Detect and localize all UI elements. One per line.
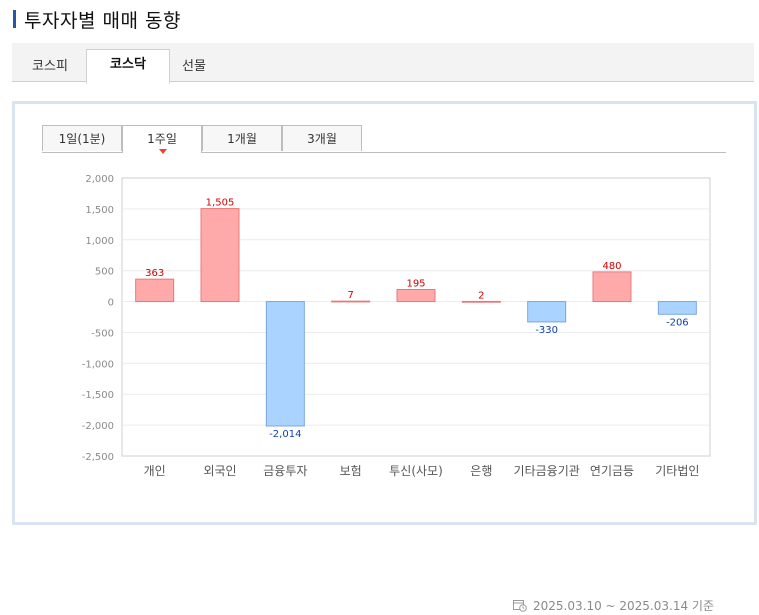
y-tick-label: 2,000 <box>85 174 114 185</box>
data-label: 1,505 <box>206 198 235 209</box>
bar <box>396 289 436 303</box>
y-tick-label: 0 <box>108 298 114 309</box>
market-tabs: 코스피 코스닥 선물 <box>12 43 754 84</box>
tab-1month[interactable]: 1개월 <box>202 125 282 151</box>
bar <box>592 271 632 303</box>
x-tick-label: 기타금융기관 <box>514 464 580 478</box>
tab-1day-label: 1일(1분) <box>58 132 106 146</box>
page-header: 투자자별 매매 동향 <box>13 6 181 32</box>
y-tick-label: -2,000 <box>82 421 114 432</box>
y-tick-label: 1,000 <box>85 236 114 247</box>
y-tick-label: -2,500 <box>82 452 114 463</box>
x-tick-label: 보험 <box>340 464 362 478</box>
y-tick-label: -500 <box>91 328 114 339</box>
data-label: 363 <box>145 268 164 279</box>
x-tick-label: 금융투자 <box>263 464 307 478</box>
tab-futures[interactable]: 선물 <box>182 59 206 74</box>
tab-3month[interactable]: 3개월 <box>282 125 362 151</box>
active-caret-icon <box>159 149 167 154</box>
y-tick-label: 500 <box>95 267 114 278</box>
period-tabs: 1일(1분) 1주일 1개월 3개월 <box>42 125 726 154</box>
investor-trade-bar-chart: 2,000 1,500 1,000 500 0 -500 -1,000 -1,500 -2,00… <box>82 174 711 478</box>
data-label: 480 <box>602 261 621 272</box>
date-range-text: 2025.03.10 ~ 2025.03.14 기준 <box>533 599 714 613</box>
x-tick-label: 연기금등 <box>590 464 634 478</box>
bar <box>135 278 175 303</box>
x-tick-label: 은행 <box>470 463 492 478</box>
tab-1week[interactable]: 1주일 <box>122 125 202 154</box>
bar <box>265 301 305 427</box>
data-label: 7 <box>347 290 353 301</box>
data-label: -2,014 <box>269 429 301 440</box>
x-tick-label: 기타법인 <box>655 464 699 478</box>
bar <box>657 301 697 315</box>
chart-panel: 1일(1분) 1주일 1개월 3개월 2,000 1,500 1,000 500 0 -5… <box>12 101 757 613</box>
bar <box>461 300 501 303</box>
y-tick-label: -1,000 <box>82 359 114 370</box>
title-accent-bar <box>13 10 16 28</box>
tab-kospi[interactable]: 코스피 <box>32 59 68 74</box>
data-label: -330 <box>535 325 558 336</box>
calendar-clock-icon <box>513 599 527 612</box>
date-range-line: 2025.03.10 ~ 2025.03.14 기준 <box>513 597 714 614</box>
x-tick-label: 개인 <box>144 464 166 478</box>
bar <box>527 301 567 323</box>
x-tick-label: 투신(사모) <box>389 464 443 478</box>
x-tick-label: 외국인 <box>203 464 236 478</box>
bar <box>200 208 240 303</box>
tab-1week-label: 1주일 <box>147 132 177 146</box>
tab-1month-label: 1개월 <box>227 132 257 146</box>
y-tick-label: -1,500 <box>82 390 114 401</box>
data-label: 2 <box>478 290 484 301</box>
tab-3month-label: 3개월 <box>307 132 337 146</box>
y-tick-label: 1,500 <box>85 205 114 216</box>
page-title: 투자자별 매매 동향 <box>24 9 181 32</box>
tab-1day[interactable]: 1일(1분) <box>42 125 122 151</box>
tab-kosdaq[interactable]: 코스닥 <box>86 49 170 84</box>
data-label: -206 <box>666 317 689 328</box>
bar <box>331 300 371 303</box>
data-label: 195 <box>406 279 425 290</box>
